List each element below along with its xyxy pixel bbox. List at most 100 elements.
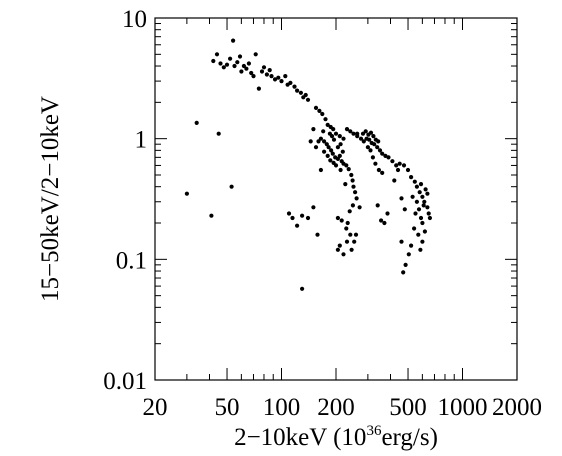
scatter-point [318,136,323,141]
scatter-point [261,65,267,70]
scatter-point [373,161,378,166]
y-tick-label: 10 [122,6,147,33]
scatter-point [211,58,216,64]
scatter-point [335,156,340,161]
scatter-point [318,167,323,173]
scatter-point [229,184,234,189]
scatter-point [380,151,385,156]
scatter-point [351,131,356,136]
scatter-point [416,232,421,237]
scatter-point [379,218,384,223]
scatter-point [376,139,381,144]
x-axis-label: 2−10keV (1036erg/s) [234,423,438,451]
scatter-point [392,178,397,183]
scatter-point [416,207,422,212]
scatter-point [340,149,345,154]
scatter-point [228,56,233,61]
scatter-point [322,149,327,154]
scatter-point [360,131,366,136]
scatter-point [368,148,373,153]
scatter-point [283,74,288,79]
scatter-point [267,68,272,73]
y-tick-label: 0.01 [103,368,147,395]
scatter-point [386,155,391,160]
scatter-point [292,84,297,89]
scatter-point [350,178,355,183]
scatter-point [353,190,358,195]
scatter-point [405,167,411,173]
scatter-point [259,69,265,74]
scatter-point [335,145,340,150]
scatter-point [385,211,390,216]
scatter-point [367,137,372,142]
scatter-point [311,205,316,210]
scatter-point [295,223,300,228]
scatter-point [380,170,385,175]
scatter-point [344,127,350,132]
scatter-point [361,139,366,144]
scatter-point [311,127,316,132]
scatter-point [313,105,319,110]
scatter-point [317,108,322,113]
scatter-point [427,215,432,221]
scatter-point [390,159,395,164]
scatter-point [331,127,336,132]
x-tick-label: 100 [263,394,301,421]
scatter-point [397,161,402,166]
data-points [184,38,432,291]
scatter-point [308,139,313,144]
scatter-point [354,196,359,201]
scatter-point [323,117,328,122]
y-axis-label: 15−50keV/2−10keV [37,96,64,302]
scatter-point [353,232,359,237]
scatter-point [330,151,335,156]
scatter-point [406,252,411,257]
scatter-point [409,175,414,180]
scatter-point [328,158,333,163]
scatter-point [325,122,330,127]
scatter-point [394,163,399,168]
scatter-point [288,80,293,85]
scatter-point [344,226,349,231]
scatter-point [338,167,343,173]
scatter-point [372,142,377,147]
scatter-point [357,205,362,210]
scatter-point [395,167,401,173]
scatter-point [410,194,415,199]
scatter-point [331,137,337,142]
x-tick-label: 50 [215,394,240,421]
scatter-point [418,247,423,252]
scatter-point [303,92,308,98]
scatter-point [264,72,269,77]
scatter-point [377,148,383,153]
scatter-point [184,191,189,196]
scatter-point [224,62,230,67]
scatter-point [412,226,417,231]
scatter-point [417,190,422,195]
scatter-point [244,66,249,71]
scatter-point [305,97,311,102]
scatter-point [235,60,240,65]
scatter-point [232,63,237,69]
scatter-point [355,131,360,136]
x-tick-label: 1000 [438,394,488,421]
scatter-point [335,247,340,252]
x-tick-label: 200 [317,394,355,421]
scatter-point [221,65,226,70]
scatter-point [256,86,261,91]
scatter-point [305,215,311,221]
scatter-point [298,90,303,95]
scatter-point [349,247,354,252]
scatter-point [337,243,342,248]
scatter-point [231,38,236,43]
scatter-point [337,134,342,139]
scatter-point [290,215,295,221]
scatter-point [413,211,418,216]
scatter-point [338,142,343,147]
scatter-point [300,286,305,291]
x-tick-labels: 20 50 100 200 500 1000 2000 [143,394,543,421]
scatter-point [286,211,292,216]
y-tick-labels: 0.01 0.1 1 10 [103,6,147,395]
scatter-point [399,196,404,201]
scatter-point [420,194,425,199]
